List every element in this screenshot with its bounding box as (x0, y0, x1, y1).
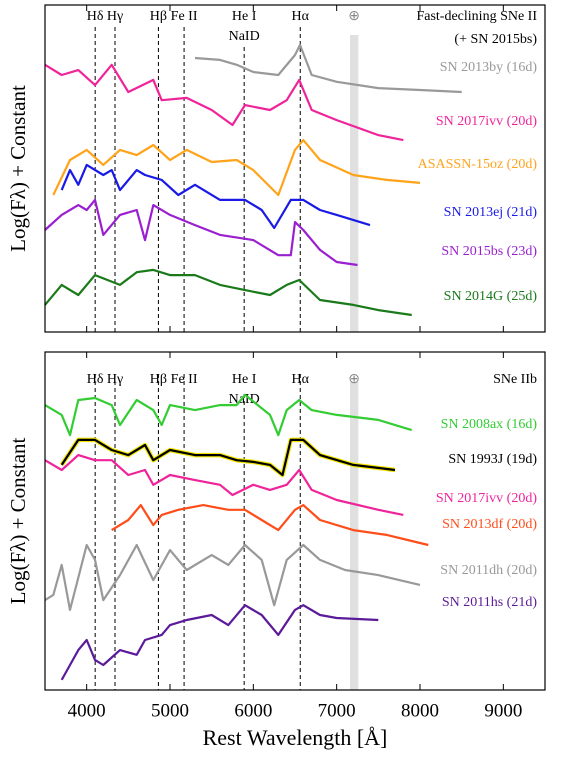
telluric-label: ⊕ (348, 372, 360, 387)
x-tick-label: 5000 (151, 700, 189, 721)
spectrum-line (60, 438, 396, 477)
series-label: SN 2017ivv (20d) (436, 491, 537, 506)
series-label: SN 2011hs (21d) (442, 595, 537, 610)
x-tick-label: 8000 (401, 700, 439, 721)
spectrum-line (44, 454, 404, 516)
series-label: SN 2008ax (16d) (441, 417, 538, 432)
axes-frame (44, 4, 546, 333)
panel-title: SNe IIb (493, 372, 537, 387)
x-tick-label: 9000 (484, 700, 522, 721)
series-label: SN 2013df (20d) (442, 517, 537, 532)
x-tick-label: 6000 (234, 700, 272, 721)
line-label: Hδ (87, 9, 104, 24)
spectrum-line (60, 604, 379, 681)
line-label: He I (232, 9, 257, 24)
panel-title: (+ SN 2015bs) (454, 32, 537, 47)
y-axis-label: Log(Fλ) + Constant (6, 85, 30, 252)
spectrum-line (52, 139, 421, 197)
series-label: SN 2013by (16d) (440, 60, 538, 75)
telluric-label: ⊕ (348, 9, 360, 24)
line-label: Fe II (171, 372, 198, 387)
spectrum-line (44, 543, 421, 611)
line-label: He I (232, 372, 257, 387)
line-label: Hδ (87, 372, 104, 387)
series-label: SN 1993J (19d) (448, 452, 537, 467)
panel-title: Fast-declining SNe II (416, 9, 537, 24)
series-label: SN 2013ej (21d) (444, 205, 538, 220)
line-label: Hα (292, 9, 310, 24)
line-label: Hα (292, 372, 310, 387)
axes-frame (44, 351, 546, 691)
x-tick-label: 7000 (318, 700, 356, 721)
series-label: SN 2015bs (23d) (441, 244, 537, 259)
line-label: Hγ (107, 9, 123, 24)
line-label: NaID (229, 392, 260, 407)
line-label: Hβ (150, 9, 167, 24)
series-label: SN 2017ivv (20d) (436, 114, 537, 129)
y-axis-label: Log(Fλ) + Constant (6, 437, 30, 604)
x-axis-label: Rest Wavelength [Å] (203, 725, 388, 750)
telluric-band (350, 382, 359, 690)
line-label: Fe II (171, 9, 198, 24)
line-label: Hβ (150, 372, 167, 387)
line-label: Hγ (107, 372, 123, 387)
spectrum-line (111, 504, 429, 547)
spectrum-line (44, 393, 413, 437)
telluric-band (350, 35, 359, 332)
spectrum-line (60, 163, 371, 230)
series-label: ASASSN-15oz (20d) (418, 157, 538, 172)
line-label: NaID (229, 29, 260, 44)
series-label: SN 2014G (25d) (444, 289, 538, 304)
x-tick-label: 4000 (68, 700, 106, 721)
series-label: SN 2011dh (20d) (440, 563, 537, 578)
spectrum-line (44, 63, 404, 142)
spectrum-line (194, 43, 462, 94)
spectrum-line (44, 268, 412, 317)
spectrum-line (44, 198, 358, 267)
